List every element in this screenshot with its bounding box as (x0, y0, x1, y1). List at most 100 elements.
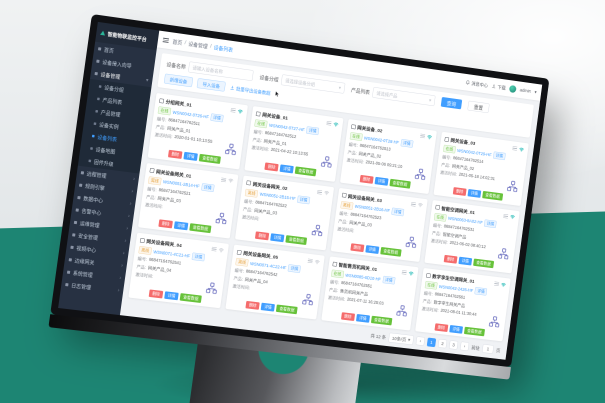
card-menu-icon[interactable] (411, 202, 416, 206)
view-data-button[interactable]: 查看数据 (482, 191, 503, 201)
view-data-button[interactable]: 查看数据 (380, 247, 401, 257)
card-menu-icon[interactable] (212, 247, 217, 252)
view-data-button[interactable]: 查看数据 (180, 293, 202, 303)
delete-button[interactable]: 删除 (453, 187, 467, 196)
detail-tag[interactable]: 详情 (210, 113, 223, 122)
download-center-button[interactable]: 下载 (491, 83, 506, 91)
device-icon (342, 193, 347, 198)
detail-tag[interactable]: 详情 (201, 183, 215, 192)
detail-button[interactable]: 详情 (261, 303, 275, 312)
card-menu-icon[interactable] (307, 259, 312, 263)
delete-button[interactable]: 删除 (255, 232, 269, 241)
card-menu-icon[interactable] (512, 146, 517, 150)
topology-icon (224, 142, 239, 156)
detail-tag[interactable]: 详情 (484, 219, 497, 228)
chevron-right-icon: › (128, 213, 130, 219)
delete-button[interactable]: 删除 (168, 150, 183, 159)
detail-button[interactable]: 详情 (365, 245, 379, 254)
device-card: 网关设备网关_01 (138, 163, 239, 239)
breadcrumb-item[interactable]: 首页 (172, 37, 183, 46)
breadcrumb-item[interactable]: 设备管理 (188, 40, 208, 50)
chevron-right-icon: › (117, 288, 119, 294)
status-badge: 离线 (245, 189, 258, 198)
page-button-3[interactable]: 3 (449, 340, 458, 350)
detail-tag[interactable]: 详情 (400, 139, 413, 148)
search-button[interactable]: 查询 (441, 97, 463, 109)
topology-icon (413, 167, 427, 181)
device-code-link[interactable]: WSN0042-2426-HF (439, 284, 474, 293)
detail-button[interactable]: 详情 (174, 221, 189, 230)
card-menu-icon[interactable] (401, 270, 406, 274)
detail-button[interactable]: 详情 (356, 314, 370, 323)
page-size-select[interactable]: 10条/页 ▾ (388, 333, 414, 346)
view-data-button[interactable]: 查看数据 (189, 223, 211, 233)
card-menu-icon[interactable] (420, 134, 425, 138)
topology-icon (205, 281, 220, 295)
view-data-button[interactable]: 查看数据 (473, 259, 494, 269)
chevron-right-icon: › (119, 275, 121, 281)
reset-button[interactable]: 重置 (467, 101, 489, 113)
page-button-2[interactable]: 2 (438, 339, 447, 349)
delete-button[interactable]: 删除 (265, 162, 279, 171)
detail-tag[interactable]: 详情 (493, 151, 506, 160)
detail-button[interactable]: 详情 (449, 325, 463, 334)
delete-button[interactable]: 删除 (158, 219, 173, 228)
view-data-button[interactable]: 查看数据 (199, 154, 221, 164)
menu-item-icon (69, 258, 72, 261)
view-data-button[interactable]: 查看数据 (464, 327, 485, 337)
card-menu-icon[interactable] (503, 214, 508, 218)
detail-button[interactable]: 详情 (467, 189, 481, 198)
status-badge: 离线 (148, 176, 162, 185)
view-data-button[interactable]: 查看数据 (295, 166, 317, 176)
import-device-button[interactable]: 导入设备 (197, 78, 226, 92)
detail-button[interactable]: 详情 (280, 164, 294, 173)
view-data-button[interactable]: 查看数据 (371, 316, 392, 326)
menu-item-icon (90, 147, 93, 150)
avatar[interactable] (509, 85, 517, 93)
detail-tag[interactable]: 详情 (192, 253, 206, 262)
card-menu-icon[interactable] (317, 190, 322, 194)
device-card: 分组网关_01 (148, 93, 248, 169)
status-badge: 在线 (331, 270, 344, 279)
user-menu-caret-icon[interactable]: ▾ (534, 89, 537, 95)
jump-page-input[interactable]: 1 (482, 344, 494, 354)
detail-tag[interactable]: 详情 (391, 207, 404, 216)
delete-button[interactable]: 删除 (444, 255, 458, 264)
device-icon (435, 205, 440, 210)
delete-button[interactable]: 删除 (246, 301, 260, 310)
message-center-button[interactable]: 消息中心 (465, 79, 488, 88)
page-button-1[interactable]: 1 (427, 338, 436, 348)
detail-button[interactable]: 详情 (164, 291, 179, 300)
detail-button[interactable]: 详情 (458, 257, 472, 266)
status-badge: 在线 (434, 213, 447, 222)
card-menu-icon[interactable] (221, 177, 226, 182)
export-devices-link[interactable]: 批量导出设备数据 (230, 84, 271, 96)
device-icon (140, 238, 145, 243)
card-menu-icon[interactable] (231, 108, 236, 113)
menu-item-icon (79, 183, 82, 186)
detail-button[interactable]: 详情 (183, 152, 198, 161)
prev-page-button[interactable]: ‹ (416, 336, 425, 346)
detail-tag[interactable]: 详情 (288, 264, 301, 273)
detail-button[interactable]: 详情 (374, 177, 388, 186)
detail-button[interactable]: 详情 (270, 233, 284, 242)
card-menu-icon[interactable] (494, 282, 499, 286)
detail-tag[interactable]: 详情 (297, 195, 310, 204)
add-device-button[interactable]: 新增设备 (164, 74, 193, 88)
view-data-button[interactable]: 查看数据 (285, 235, 307, 245)
view-data-button[interactable]: 查看数据 (389, 179, 410, 189)
topology-icon (506, 179, 520, 193)
delete-button[interactable]: 删除 (350, 243, 364, 252)
view-data-button[interactable]: 查看数据 (276, 305, 298, 315)
delete-button[interactable]: 删除 (434, 323, 448, 332)
detail-tag[interactable]: 详情 (382, 276, 395, 285)
next-page-button[interactable]: › (460, 341, 469, 351)
detail-tag[interactable]: 详情 (306, 126, 319, 135)
delete-button[interactable]: 删除 (149, 289, 164, 298)
delete-button[interactable]: 删除 (359, 175, 373, 184)
chevron-down-icon: ▾ (338, 85, 341, 91)
delete-button[interactable]: 删除 (341, 312, 355, 321)
card-menu-icon[interactable] (326, 121, 331, 126)
collapse-sidebar-icon[interactable] (163, 37, 169, 42)
detail-tag[interactable]: 详情 (475, 287, 488, 296)
